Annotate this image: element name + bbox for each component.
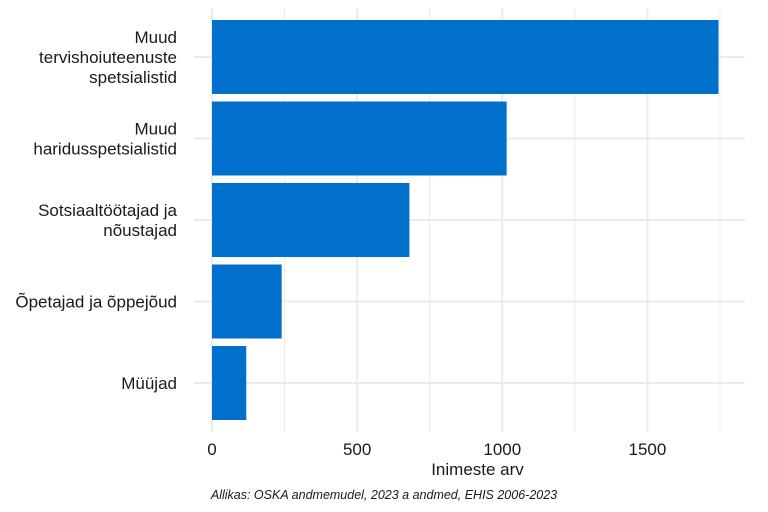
y-tick-label-line: Õpetajad ja õppejõud [15,293,177,312]
x-tick-label: 1500 [629,440,667,459]
bar [212,264,282,339]
y-tick-label-line: spetsialistid [89,68,177,87]
y-tick-label-line: Muud [134,120,177,139]
bar [212,20,719,94]
y-tick-label: Muud tervishoiuteenuste spetsialistid [39,28,177,87]
y-tick-label-line: Muud [134,28,177,47]
x-tick-label: 500 [343,440,371,459]
bar [212,101,507,176]
bar [212,346,247,420]
source-caption: Allikas: OSKA andmemudel, 2023 a andmed,… [210,488,558,502]
y-tick-label-line: Müüjad [121,374,177,393]
y-tick-label-line: tervishoiuteenuste [39,48,177,67]
x-tick-label: 1000 [483,440,521,459]
y-tick-label-line: Sotsiaaltöötajad ja [38,201,177,220]
bar [212,183,410,257]
x-axis-tick-labels: 0 500 1000 1500 [207,440,666,459]
y-tick-label-line: haridusspetsialistid [33,140,177,159]
y-tick-label-line: nõustajad [103,221,177,240]
x-axis-title: Inimeste arv [431,460,524,479]
y-tick-label: Müüjad [121,374,177,393]
x-tick-label: 0 [207,440,216,459]
y-tick-label: Õpetajad ja õppejõud [15,293,177,312]
y-tick-label: Muud haridusspetsialistid [33,120,177,159]
y-tick-label: Sotsiaaltöötajad ja nõustajad [38,201,177,240]
bar-layer [212,20,719,420]
